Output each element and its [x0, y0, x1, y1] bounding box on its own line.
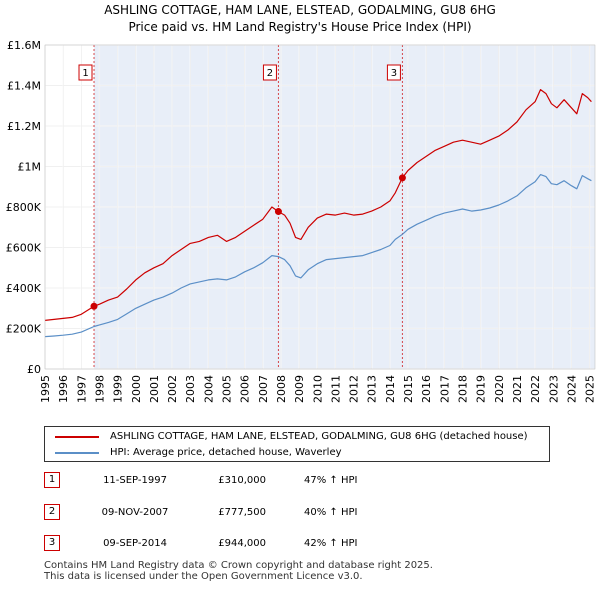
x-tick-label: 2022: [529, 375, 542, 403]
sale-hpi-change: 47% ↑ HPI: [304, 475, 358, 486]
sale-row: 2 09-NOV-2007 £777,500 40% ↑ HPI: [44, 504, 564, 522]
x-tick-label: 2023: [547, 375, 560, 403]
sale-number: 2: [44, 504, 60, 520]
x-tick-label: 2025: [584, 375, 597, 403]
sale-number: 1: [44, 472, 60, 488]
y-tick-label: £0: [27, 363, 41, 376]
footer-line-1: Contains HM Land Registry data © Crown c…: [44, 560, 433, 571]
x-tick-label: 2015: [402, 375, 415, 403]
plot-border: [44, 44, 596, 370]
sale-number-box: [386, 64, 401, 81]
legend-swatch-property: [55, 436, 99, 438]
sale-date: 09-SEP-2014: [103, 538, 167, 549]
x-tick-label: 2009: [293, 375, 306, 403]
sale-row: 3 09-SEP-2014 £944,000 42% ↑ HPI: [44, 535, 564, 553]
x-tick-label: 2018: [456, 375, 469, 403]
y-tick-label: £1.6M: [7, 39, 41, 52]
x-tick-label: 2002: [166, 375, 179, 403]
x-tick-label: 1999: [112, 375, 125, 403]
sale-number-box: [262, 64, 277, 81]
x-tick-label: 2024: [565, 375, 578, 403]
sale-price: £777,500: [218, 507, 266, 518]
legend-label-hpi: HPI: Average price, detached house, Wave…: [110, 447, 342, 458]
sale-number-label: 3: [391, 68, 397, 79]
sale-date: 11-SEP-1997: [103, 475, 167, 486]
sale-date: 09-NOV-2007: [101, 507, 169, 518]
sale-price: £944,000: [218, 538, 266, 549]
sale-number-box: [78, 64, 93, 81]
x-tick-label: 2004: [202, 375, 215, 403]
y-tick-label: £600K: [6, 242, 42, 255]
x-tick-label: 2016: [420, 375, 433, 403]
series-line-hpi: [44, 174, 592, 338]
x-tick-label: 2020: [493, 375, 506, 403]
sale-number: 3: [44, 535, 60, 551]
series-line-property: [44, 89, 592, 321]
legend-swatch-hpi: [55, 452, 99, 454]
sale-point: [274, 208, 282, 216]
sale-hpi-change: 40% ↑ HPI: [304, 507, 358, 518]
x-tick-label: 2011: [329, 375, 342, 403]
sale-point: [398, 174, 406, 182]
x-tick-label: 2019: [475, 375, 488, 403]
chart-subtitle: Price paid vs. HM Land Registry's House …: [128, 20, 472, 34]
sale-point: [90, 302, 98, 310]
x-tick-label: 2021: [511, 375, 524, 403]
y-tick-label: £1.2M: [7, 120, 41, 133]
x-tick-label: 2003: [184, 375, 197, 403]
x-tick-label: 2012: [348, 375, 361, 403]
y-tick-label: £400K: [6, 282, 42, 295]
x-tick-label: 2001: [148, 375, 161, 403]
x-tick-label: 2000: [130, 375, 143, 403]
chart-legend: ASHLING COTTAGE, HAM LANE, ELSTEAD, GODA…: [44, 426, 550, 462]
footer-line-2: This data is licensed under the Open Gov…: [44, 571, 363, 582]
x-tick-label: 1998: [93, 375, 106, 403]
x-tick-label: 1997: [75, 375, 88, 403]
y-tick-label: £1.4M: [7, 80, 41, 93]
footer-attribution: Contains HM Land Registry data © Crown c…: [44, 560, 433, 582]
sale-price: £310,000: [218, 475, 266, 486]
price-chart: £0 £200K £400K £600K £800K £1M £1.2M £1.4M £1.6M…: [6, 39, 597, 403]
x-tick-label: 2013: [366, 375, 379, 403]
x-tick-label: 1995: [39, 375, 52, 403]
y-tick-label: £200K: [6, 323, 42, 336]
x-tick-label: 2006: [239, 375, 252, 403]
sale-hpi-change: 42% ↑ HPI: [304, 538, 358, 549]
chart-title: ASHLING COTTAGE, HAM LANE, ELSTEAD, GODA…: [104, 3, 496, 17]
y-tick-label: £800K: [6, 201, 42, 214]
y-tick-label: £1M: [18, 161, 42, 174]
x-tick-label: 1996: [57, 375, 70, 403]
sale-number-label: 1: [82, 68, 88, 79]
x-tick-label: 2010: [311, 375, 324, 403]
sale-number-label: 2: [267, 68, 273, 79]
x-tick-label: 2008: [275, 375, 288, 403]
x-tick-label: 2007: [257, 375, 270, 403]
x-tick-label: 2005: [221, 375, 234, 403]
sale-row: 1 11-SEP-1997 £310,000 47% ↑ HPI: [44, 472, 564, 490]
x-tick-label: 2014: [384, 375, 397, 403]
x-tick-label: 2017: [438, 375, 451, 403]
legend-label-property: ASHLING COTTAGE, HAM LANE, ELSTEAD, GODA…: [110, 431, 528, 442]
